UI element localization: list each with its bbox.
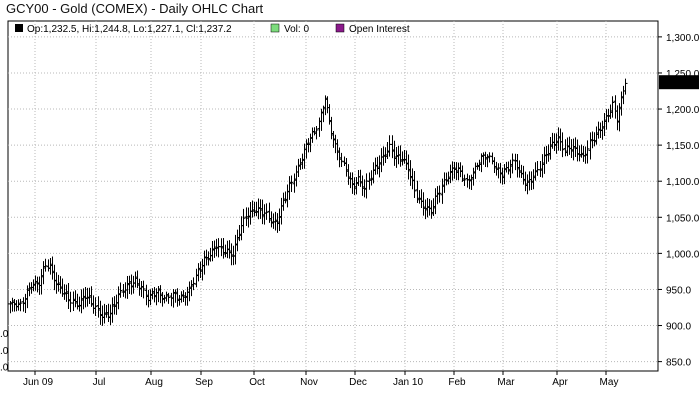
legend-volume-swatch — [270, 23, 280, 33]
x-tick-label: Nov — [300, 377, 318, 388]
ohlc-bar — [510, 153, 515, 174]
ohlc-bar — [118, 282, 123, 298]
y-axis: 1,300.0 1,250.0 1,200.0 1,150.0 1,100.0 1,050… — [658, 33, 700, 369]
y-tick-label: 1,150.0 — [666, 141, 700, 152]
ohlc-bar — [166, 292, 171, 304]
ohlc-bar — [314, 125, 319, 140]
y-tick-label: 1,300.0 — [666, 33, 700, 44]
legend-open-interest-label: Open Interest — [349, 24, 410, 35]
legend-open-interest-swatch — [335, 23, 345, 33]
y-tick-label: 1,050.0 — [666, 213, 700, 224]
x-tick-label: Jul — [93, 377, 106, 388]
legend-ohlc-label: Op:1,232.5, Hi:1,244.8, Lo:1,227.1, Cl:1… — [27, 24, 232, 35]
left-tick-label: .0 — [0, 363, 9, 374]
ohlc-bar — [412, 170, 417, 199]
ohlc-bar — [264, 203, 269, 220]
ohlc-bar — [289, 175, 294, 192]
y-tick-label: 1,100.0 — [666, 177, 700, 188]
y-tick-label: 900.0 — [666, 322, 691, 333]
x-tick-label: Mar — [497, 377, 515, 388]
x-tick-label: Feb — [448, 377, 466, 388]
left-tick-label: .0 — [0, 346, 9, 357]
ohlc-bars — [8, 78, 628, 326]
chart-title: GCY00 - Gold (COMEX) - Daily OHLC Chart — [6, 1, 264, 16]
ohlc-bar — [610, 96, 615, 118]
ohlc-bar — [191, 277, 196, 291]
last-price-box — [659, 75, 699, 90]
legend-volume-label: Vol: 0 — [284, 24, 309, 35]
x-tick-label: Dec — [349, 377, 367, 388]
ohlc-bar — [462, 174, 467, 187]
ohlc-bar — [141, 280, 146, 299]
grid — [8, 21, 658, 371]
ohlc-bar — [93, 297, 98, 316]
ohlc-bar — [43, 258, 48, 272]
x-tick-label: Apr — [552, 377, 568, 388]
left-tick-label: .0 — [0, 329, 9, 340]
legend: Op:1,232.5, Hi:1,244.8, Lo:1,227.1, Cl:1… — [15, 23, 410, 35]
ohlc-bar — [18, 298, 23, 312]
y-tick-label: 1,200.0 — [666, 105, 700, 116]
legend-ohlc-swatch — [15, 24, 23, 32]
ohlc-bar — [437, 185, 442, 203]
ohlc-bar — [623, 78, 628, 95]
ohlc-bar — [560, 132, 565, 158]
y-tick-label: 1,000.0 — [666, 249, 700, 260]
left-axis-fragments: .0 .0 .0 — [0, 329, 9, 374]
ohlc-bar — [487, 152, 492, 163]
x-tick-label: Sep — [195, 377, 213, 388]
ohlc-bar — [241, 208, 246, 234]
ohlc-bar — [339, 152, 344, 168]
x-tick-label: May — [600, 377, 619, 388]
ohlc-bar — [585, 140, 590, 164]
x-tick-label: Jan 10 — [393, 377, 423, 388]
x-tick-label: Aug — [145, 377, 163, 388]
plot-frame — [7, 20, 659, 372]
last-price-label: 1,237.2 — [662, 78, 696, 89]
y-tick-label: 950.0 — [666, 285, 691, 296]
y-tick-label: 850.0 — [666, 358, 691, 369]
last-price-marker: 1,237.2 — [659, 75, 699, 90]
x-axis: Jun 09 Jul Aug Sep Oct Nov Dec Jan 10 Feb Mar Apr M… — [23, 371, 618, 388]
x-tick-label: Jun 09 — [23, 377, 53, 388]
y-tick-label: 1,250.0 — [666, 69, 700, 80]
x-tick-label: Oct — [249, 377, 265, 388]
